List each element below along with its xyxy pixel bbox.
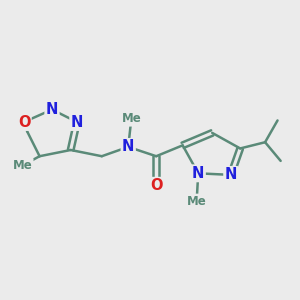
Text: N: N — [71, 115, 83, 130]
Text: Me: Me — [187, 195, 206, 208]
Text: N: N — [225, 167, 237, 182]
Text: Me: Me — [122, 112, 141, 125]
Text: N: N — [192, 166, 204, 181]
Text: O: O — [18, 115, 30, 130]
Text: Me: Me — [13, 159, 32, 172]
Text: O: O — [150, 178, 163, 193]
Text: N: N — [122, 140, 134, 154]
Text: N: N — [46, 102, 58, 117]
